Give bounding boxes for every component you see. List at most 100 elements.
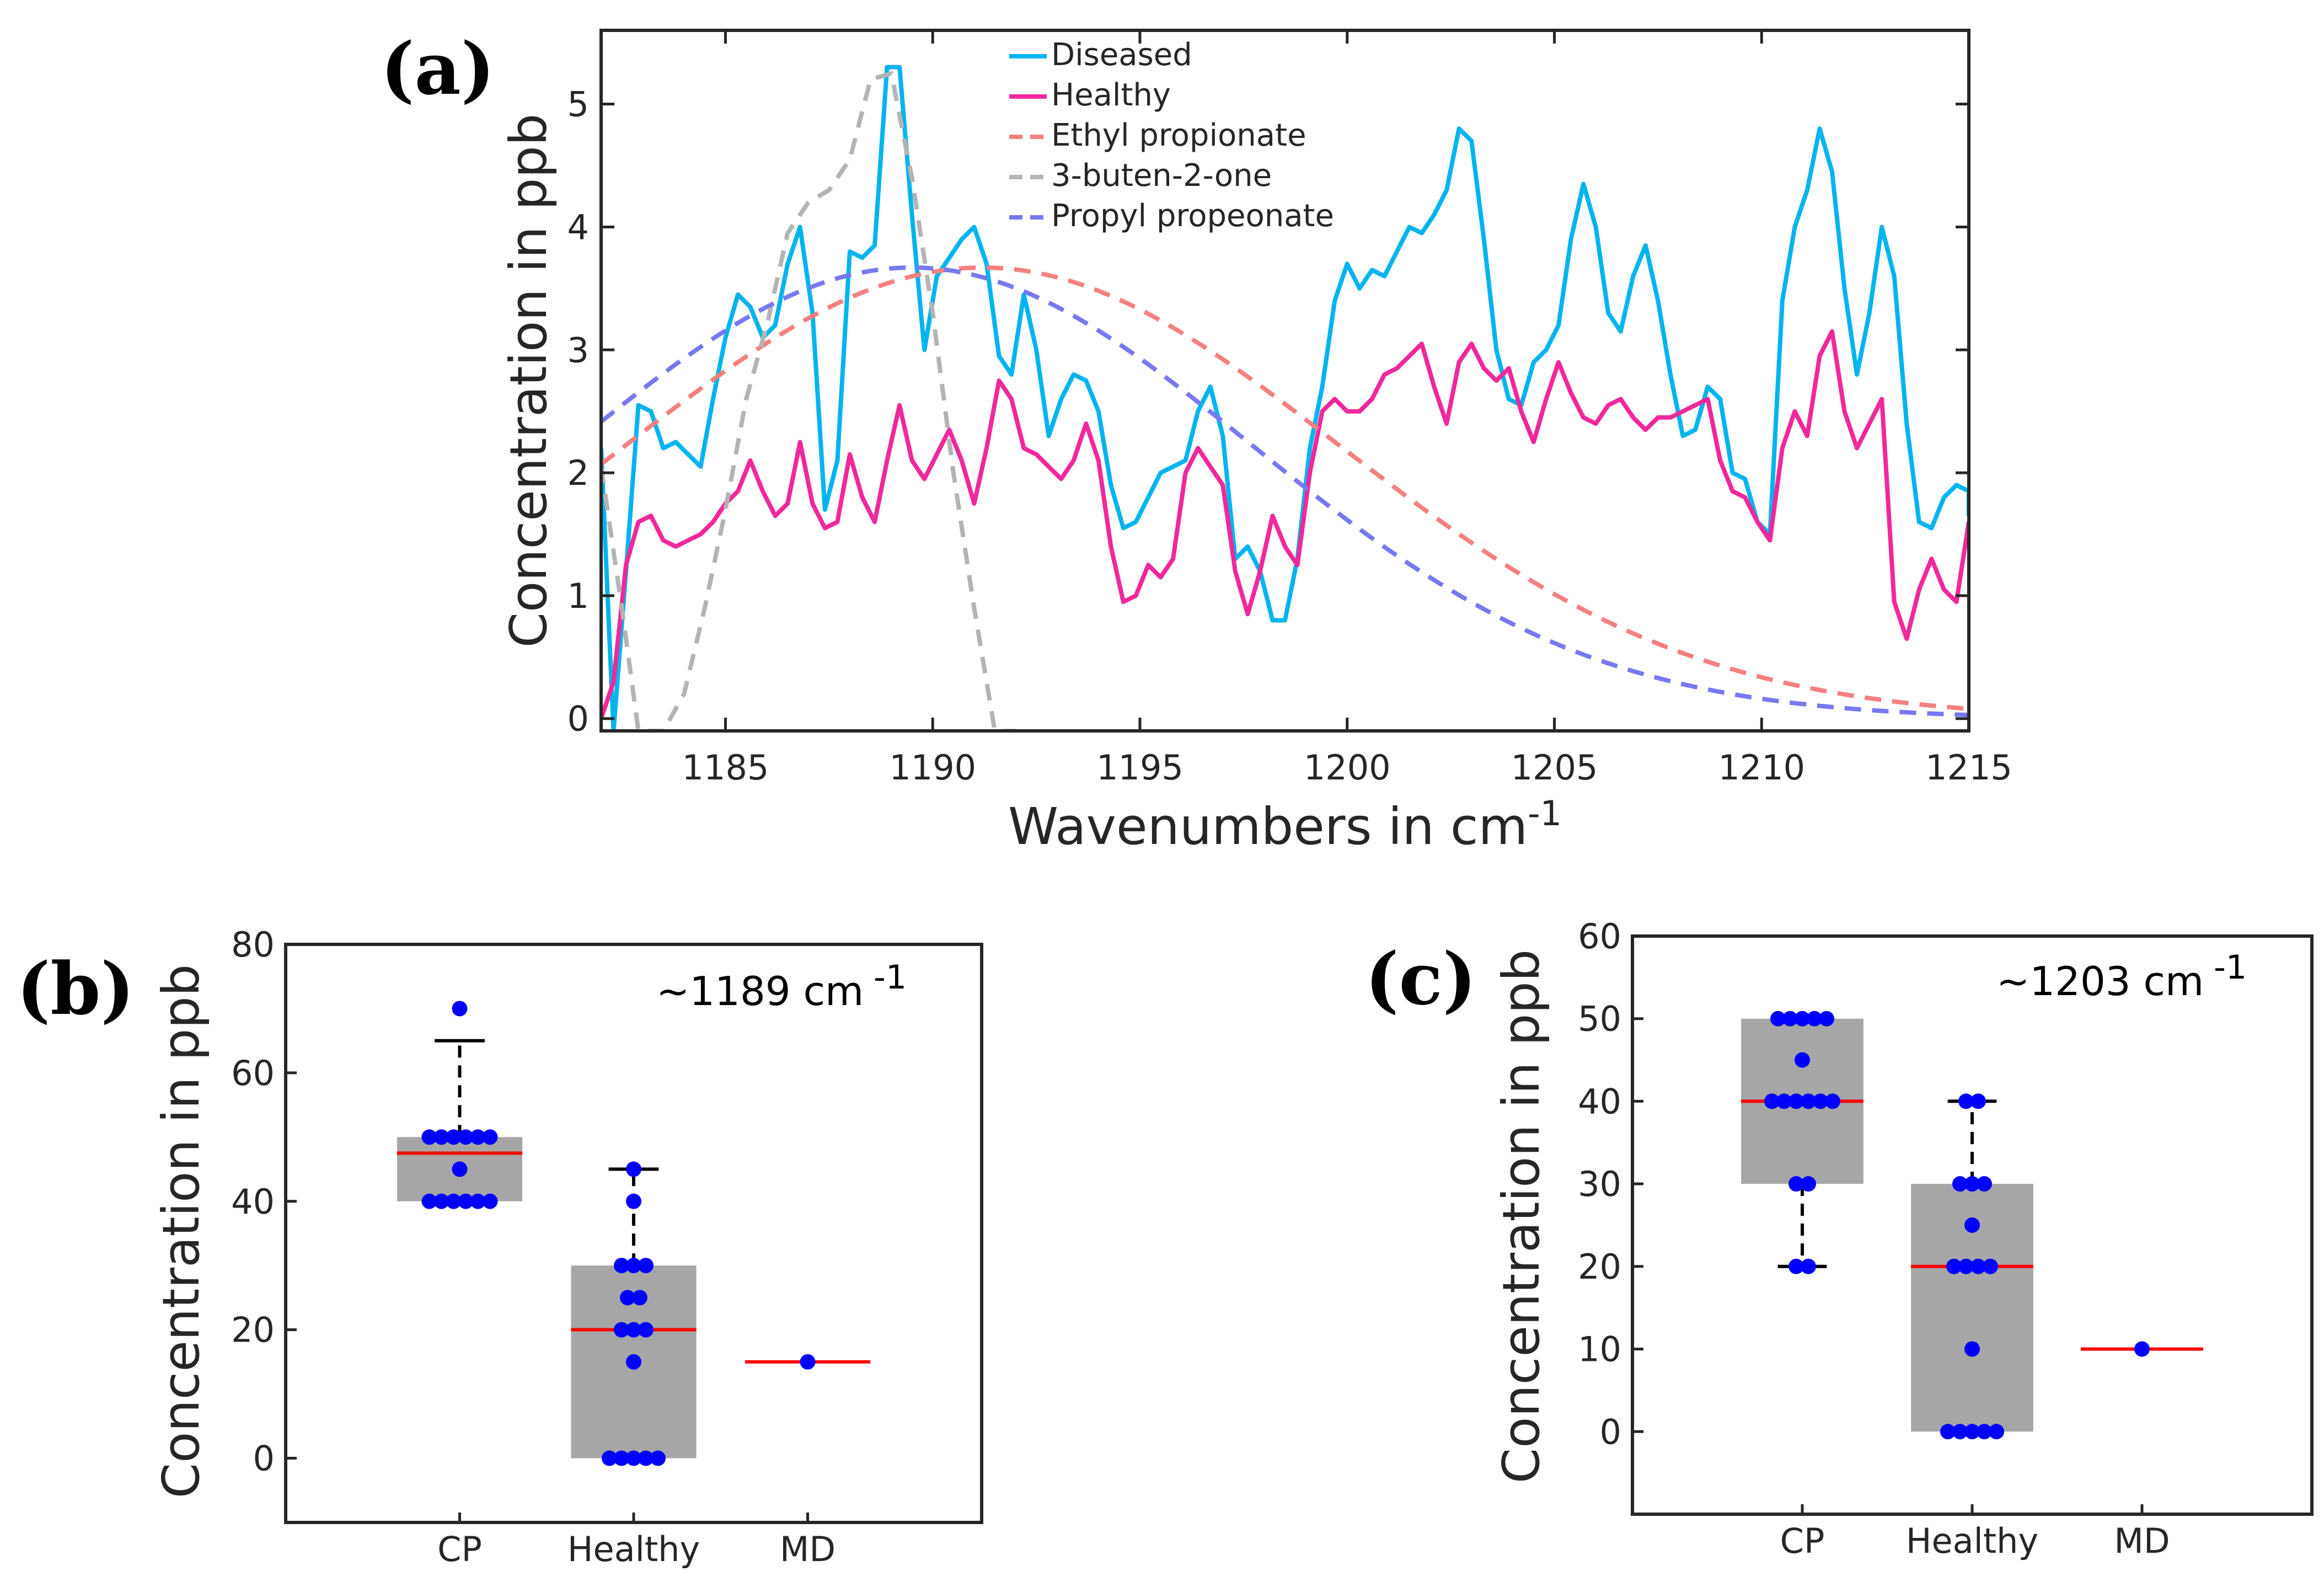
panel-a-xlabel: Wavenumbers in cm-1 bbox=[1008, 793, 1562, 856]
y-tick-label: 1 bbox=[567, 576, 589, 616]
panel-c-point-healthy bbox=[1964, 1176, 1980, 1192]
legend-label-3-buten-2-one: 3-buten-2-one bbox=[1051, 158, 1272, 194]
panel-b-point-healthy bbox=[626, 1258, 641, 1274]
panel-c-point-healthy bbox=[1977, 1176, 1992, 1192]
panel-c-point-cp bbox=[1776, 1093, 1792, 1109]
panel-c-point-healthy bbox=[1958, 1258, 1974, 1274]
panel-c-y-tick-label: 20 bbox=[1578, 1247, 1621, 1287]
panel-a-label: (a) bbox=[381, 26, 495, 111]
x-tick-label: 1205 bbox=[1511, 747, 1598, 788]
panel-c-annotation: ~1203 cm -1 bbox=[1996, 948, 2247, 1004]
panel-b-point-cp bbox=[421, 1129, 437, 1145]
legend-label-healthy: Healthy bbox=[1051, 77, 1171, 113]
panel-c-point-cp bbox=[1813, 1093, 1828, 1109]
y-tick-label: 2 bbox=[567, 453, 589, 493]
series-line-healthy bbox=[601, 329, 1969, 719]
panel-b-point-healthy bbox=[626, 1450, 641, 1466]
panel-b-point-cp bbox=[452, 1161, 468, 1177]
panel-c-y-tick-label: 50 bbox=[1578, 999, 1621, 1039]
panel-b-point-cp bbox=[458, 1129, 474, 1145]
panel-c-point-cp bbox=[1770, 1011, 1786, 1027]
panel-c-y-tick-label: 60 bbox=[1578, 916, 1621, 957]
panel-b-point-healthy bbox=[626, 1161, 641, 1177]
panel-b-annotation: ~1189 cm -1 bbox=[656, 958, 907, 1014]
panel-c-y-tick-label: 40 bbox=[1578, 1081, 1621, 1121]
panel-b: (b) CP Healthy MD 0 20 40 60 80 ~1189 cm -1 Conc… bbox=[17, 925, 983, 1569]
panel-c-point-cp bbox=[1801, 1176, 1816, 1192]
panel-b-point-healthy bbox=[626, 1322, 641, 1338]
panel-b-point-cp bbox=[482, 1129, 498, 1145]
panel-c-point-healthy bbox=[1952, 1424, 1968, 1440]
legend-label-propyl-propeonate: Propyl propeonate bbox=[1051, 198, 1334, 234]
x-tick-label: 1210 bbox=[1718, 747, 1805, 788]
panel-b-point-cp bbox=[452, 1001, 468, 1017]
panel-c-point-cp bbox=[1807, 1011, 1822, 1027]
panel-c-point-healthy bbox=[1970, 1093, 1986, 1109]
panel-b-point-healthy bbox=[650, 1450, 666, 1466]
panel-b-point-md bbox=[800, 1354, 816, 1370]
x-tick-label: 1185 bbox=[682, 747, 769, 788]
panel-b-point-cp bbox=[446, 1193, 462, 1209]
series-line-ethyl-propionate bbox=[601, 265, 1969, 711]
series-line-3-buten-2-one bbox=[601, 71, 1016, 731]
series-line-diseased bbox=[601, 65, 1969, 731]
panel-b-point-cp bbox=[446, 1129, 462, 1145]
panel-b-y-tick-label: 80 bbox=[231, 925, 275, 965]
panel-b-x-tick-label: MD bbox=[780, 1529, 836, 1569]
panel-b-x-tick-label: Healthy bbox=[567, 1529, 700, 1569]
panel-c-point-cp bbox=[1788, 1176, 1804, 1192]
panel-b-point-cp bbox=[433, 1129, 449, 1145]
panel-b-content: CP Healthy MD 0 20 40 60 80 bbox=[231, 925, 871, 1569]
panel-c-annotation-superscript: -1 bbox=[2214, 948, 2247, 987]
legend-label-ethyl-propionate: Ethyl propionate bbox=[1051, 117, 1306, 153]
panel-c-point-healthy bbox=[1970, 1258, 1986, 1274]
panel-c-point-healthy bbox=[1964, 1341, 1980, 1357]
panel-b-ylabel: Concentration in ppb bbox=[152, 964, 211, 1498]
panel-c-point-cp bbox=[1764, 1093, 1780, 1109]
panel-c-point-healthy bbox=[1977, 1424, 1992, 1440]
panel-b-point-healthy bbox=[638, 1322, 654, 1338]
panel-c-point-healthy bbox=[1983, 1258, 1998, 1274]
panel-a-lines bbox=[601, 65, 1969, 731]
x-tick-label: 1200 bbox=[1304, 747, 1391, 788]
panel-b-point-healthy bbox=[638, 1258, 654, 1274]
panel-b-y-tick-label: 0 bbox=[253, 1439, 275, 1479]
panel-b-point-healthy bbox=[626, 1354, 641, 1370]
panel-c-x-tick-label: CP bbox=[1780, 1521, 1825, 1561]
panel-c-point-healthy bbox=[1946, 1258, 1962, 1274]
panel-a-ylabel: Concentration in ppb bbox=[499, 114, 558, 648]
panel-b-y-tick-label: 20 bbox=[231, 1310, 275, 1350]
y-tick-label: 4 bbox=[567, 207, 589, 247]
panel-c-point-cp bbox=[1795, 1011, 1810, 1027]
y-tick-label: 5 bbox=[567, 84, 589, 125]
panel-b-point-healthy bbox=[626, 1193, 641, 1209]
panel-c-point-cp bbox=[1801, 1093, 1816, 1109]
panel-c-point-healthy bbox=[1958, 1093, 1974, 1109]
panel-a: (a) 1185 1190 1195 1200 1205 1210 1215 0 1 2 3 4 5 W… bbox=[381, 26, 2012, 856]
panel-b-point-healthy bbox=[638, 1450, 654, 1466]
panel-b-point-healthy bbox=[614, 1258, 629, 1274]
x-tick-label: 1195 bbox=[1096, 747, 1184, 788]
panel-b-point-healthy bbox=[614, 1450, 629, 1466]
panel-b-y-tick-label: 40 bbox=[231, 1182, 275, 1222]
panel-b-point-healthy bbox=[620, 1290, 635, 1306]
panel-b-x-tick-label: CP bbox=[437, 1529, 482, 1569]
y-tick-label: 3 bbox=[567, 330, 589, 370]
panel-c-point-cp bbox=[1788, 1093, 1804, 1109]
panel-b-y-tick-label: 60 bbox=[231, 1053, 275, 1093]
panel-c-y-tick-label: 10 bbox=[1578, 1329, 1621, 1370]
panel-c-ylabel: Concentration in ppb bbox=[1492, 949, 1551, 1483]
panel-b-label: (b) bbox=[17, 947, 135, 1031]
panel-b-point-healthy bbox=[602, 1450, 617, 1466]
panel-c-point-healthy bbox=[1964, 1217, 1980, 1233]
panel-c-point-cp bbox=[1788, 1258, 1804, 1274]
panel-c-y-tick-label: 30 bbox=[1578, 1164, 1621, 1204]
x-tick-label: 1190 bbox=[889, 747, 976, 788]
panel-b-point-cp bbox=[433, 1193, 449, 1209]
legend-label-diseased: Diseased bbox=[1051, 37, 1192, 73]
y-tick-label: 0 bbox=[567, 699, 589, 739]
panel-b-point-cp bbox=[421, 1193, 437, 1209]
series-line-propyl-propeonate bbox=[601, 265, 1969, 718]
panel-c-point-healthy bbox=[1940, 1424, 1956, 1440]
